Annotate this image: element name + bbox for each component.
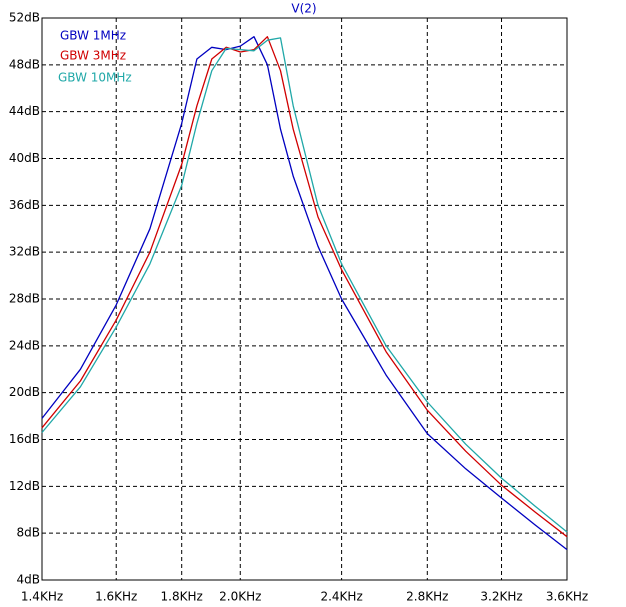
x-tick-label: 1.8KHz bbox=[161, 590, 203, 604]
y-tick-label: 20dB bbox=[9, 385, 40, 399]
x-tick-label: 2.0KHz bbox=[219, 590, 261, 604]
series-line bbox=[41, 37, 568, 533]
x-tick-label: 3.2KHz bbox=[480, 590, 522, 604]
x-tick-label: 3.6KHz bbox=[546, 590, 588, 604]
y-tick-label: 28dB bbox=[9, 292, 40, 306]
y-tick-label: 44dB bbox=[9, 104, 40, 118]
y-tick-label: 4dB bbox=[17, 573, 40, 587]
x-tick-label: 1.4KHz bbox=[21, 590, 63, 604]
series-line bbox=[41, 36, 568, 551]
y-tick-label: 52dB bbox=[9, 11, 40, 25]
series-line bbox=[41, 36, 568, 538]
x-tick-label: 1.6KHz bbox=[95, 590, 137, 604]
y-tick-label: 8dB bbox=[17, 526, 40, 540]
legend-entry: GBW 1MHz bbox=[60, 29, 126, 43]
x-tick-label: 2.8KHz bbox=[406, 590, 448, 604]
y-tick-label: 48dB bbox=[9, 57, 40, 71]
y-tick-label: 16dB bbox=[9, 432, 40, 446]
y-tick-label: 36dB bbox=[9, 198, 40, 212]
y-tick-label: 32dB bbox=[9, 245, 40, 259]
plot-frame bbox=[41, 17, 568, 581]
y-tick-label: 24dB bbox=[9, 338, 40, 352]
chart-title: V(2) bbox=[291, 2, 316, 16]
y-tick-label: 40dB bbox=[9, 151, 40, 165]
legend-entry: GBW 3MHz bbox=[60, 49, 126, 63]
legend-entry: GBW 10MHz bbox=[58, 71, 132, 85]
y-tick-label: 12dB bbox=[9, 479, 40, 493]
x-tick-label: 2.4KHz bbox=[320, 590, 362, 604]
